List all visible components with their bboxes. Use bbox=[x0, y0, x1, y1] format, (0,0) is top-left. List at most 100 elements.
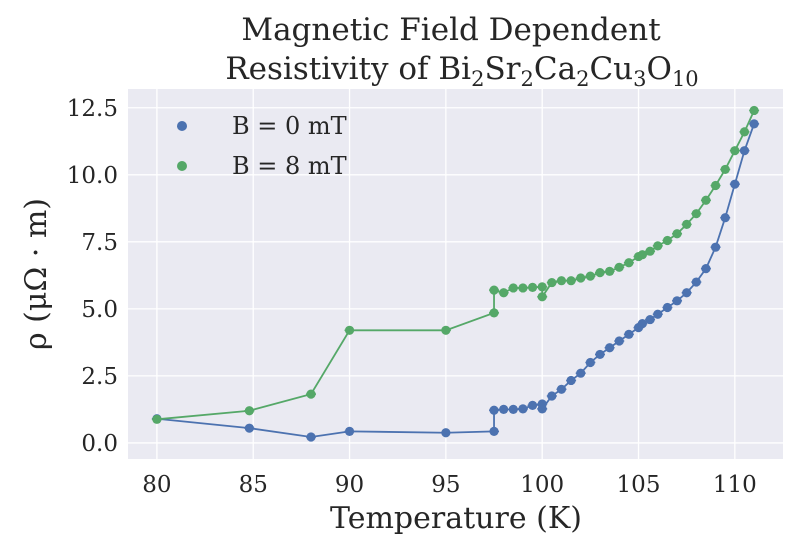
data-point bbox=[614, 336, 624, 346]
data-point bbox=[710, 242, 721, 252]
data-point bbox=[344, 325, 355, 335]
y-tick-label: 2.5 bbox=[81, 364, 118, 390]
data-point bbox=[595, 349, 605, 360]
data-point bbox=[605, 266, 615, 276]
formula-element: Ca bbox=[534, 51, 576, 87]
data-point bbox=[576, 273, 586, 283]
data-point bbox=[556, 276, 567, 286]
data-point bbox=[614, 262, 624, 272]
data-point bbox=[720, 213, 730, 223]
formula-element: Bi bbox=[438, 51, 471, 87]
legend-label: B = 8 mT bbox=[232, 152, 347, 180]
data-point bbox=[710, 180, 721, 191]
data-point bbox=[653, 309, 663, 319]
data-point bbox=[585, 271, 595, 281]
grid-lines bbox=[128, 89, 783, 459]
formula-subscript: 3 bbox=[633, 67, 646, 91]
plot-area bbox=[128, 89, 783, 459]
data-point bbox=[624, 258, 634, 268]
data-point bbox=[637, 250, 647, 260]
data-point bbox=[637, 319, 647, 329]
data-point bbox=[508, 283, 518, 293]
data-point bbox=[682, 288, 692, 298]
x-tick-label: 105 bbox=[617, 472, 661, 498]
data-point bbox=[489, 405, 499, 415]
data-point bbox=[595, 268, 605, 278]
data-point bbox=[701, 264, 711, 274]
x-tick-label: 85 bbox=[239, 472, 268, 498]
data-point bbox=[605, 343, 615, 353]
legend-marker bbox=[177, 161, 187, 171]
x-axis-label: Temperature (K) bbox=[330, 501, 582, 536]
data-point bbox=[672, 296, 682, 306]
data-point bbox=[730, 179, 740, 189]
data-point bbox=[682, 219, 692, 229]
data-point bbox=[653, 241, 663, 251]
x-tick-label: 80 bbox=[142, 472, 171, 498]
data-point bbox=[585, 357, 595, 368]
x-tick-label: 100 bbox=[520, 472, 564, 498]
data-point bbox=[441, 325, 451, 335]
data-point bbox=[489, 426, 499, 436]
series-0 bbox=[151, 119, 760, 442]
y-tick-label: 7.5 bbox=[81, 230, 118, 256]
legend-label: B = 0 mT bbox=[232, 112, 347, 140]
formula-element: O bbox=[647, 51, 672, 87]
data-point bbox=[566, 375, 576, 386]
data-point bbox=[701, 195, 711, 205]
formula-element: Sr bbox=[484, 51, 520, 87]
chart-title-line1: Magnetic Field Dependent bbox=[241, 12, 661, 48]
y-tick-label: 0.0 bbox=[81, 431, 118, 457]
data-point bbox=[739, 127, 750, 137]
data-point bbox=[508, 404, 518, 414]
data-point bbox=[344, 426, 355, 436]
series-1 bbox=[151, 105, 760, 424]
data-point bbox=[691, 277, 701, 287]
data-point bbox=[244, 406, 254, 416]
data-point bbox=[576, 368, 586, 378]
data-point bbox=[566, 276, 576, 286]
y-axis-label: ρ (μΩ · m) bbox=[19, 198, 54, 350]
data-point bbox=[527, 282, 538, 293]
x-tick-label: 110 bbox=[713, 472, 757, 498]
y-tick-label: 12.5 bbox=[67, 96, 118, 122]
data-point bbox=[518, 283, 528, 293]
data-point bbox=[537, 292, 547, 302]
data-point bbox=[624, 329, 634, 339]
data-point bbox=[499, 404, 509, 414]
data-point bbox=[489, 308, 499, 318]
data-point bbox=[556, 384, 567, 394]
formula-subscript: 2 bbox=[471, 67, 484, 91]
formula-subscript: 2 bbox=[576, 67, 589, 91]
y-tick-label: 10.0 bbox=[67, 163, 118, 189]
data-point bbox=[730, 146, 740, 156]
data-point bbox=[499, 288, 509, 298]
formula-element: Cu bbox=[589, 51, 633, 87]
data-point bbox=[749, 119, 759, 129]
data-point bbox=[306, 389, 316, 399]
data-point bbox=[547, 391, 557, 401]
data-point bbox=[720, 164, 730, 175]
data-point bbox=[518, 404, 528, 414]
data-point bbox=[306, 432, 316, 442]
data-point bbox=[537, 404, 547, 414]
data-point bbox=[527, 400, 538, 410]
series-layer bbox=[151, 105, 760, 442]
y-tick-labels: 0.0 2.5 5.0 7.5 10.0 12.5 bbox=[67, 96, 118, 457]
data-point bbox=[749, 105, 759, 116]
chart-title-line2: Resistivity of Bi2Sr2Ca2Cu3O10 bbox=[225, 51, 698, 91]
data-point bbox=[691, 209, 701, 219]
x-tick-labels: 80 85 90 95 100 105 110 bbox=[142, 472, 757, 498]
data-point bbox=[672, 229, 682, 239]
data-point bbox=[662, 235, 673, 246]
data-point bbox=[645, 314, 655, 325]
chart-title-prefix: Resistivity of bbox=[225, 51, 438, 87]
data-point bbox=[441, 428, 451, 438]
legend: B = 0 mT B = 8 mT bbox=[177, 112, 347, 180]
data-point bbox=[152, 414, 162, 424]
data-point bbox=[645, 246, 655, 256]
data-point bbox=[662, 302, 673, 313]
data-point bbox=[489, 285, 499, 295]
legend-marker bbox=[177, 121, 187, 131]
